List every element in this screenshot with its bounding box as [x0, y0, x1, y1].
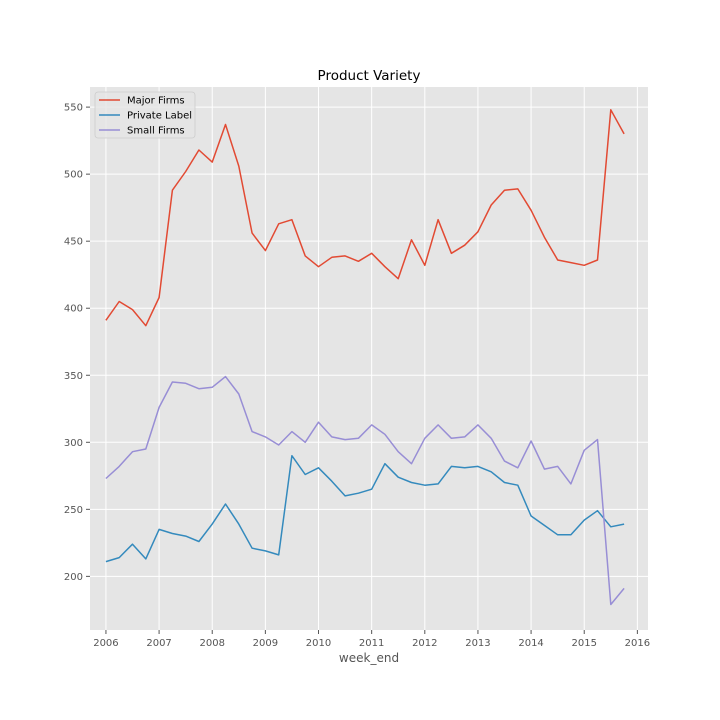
plot-area	[90, 87, 648, 630]
y-tick-label: 500	[64, 170, 83, 181]
series-lines	[105, 109, 625, 606]
x-tick-label: 2010	[306, 638, 331, 649]
y-axis-ticks: 200 250 300 350 400 450 500 550	[64, 103, 90, 583]
series-line-small-firms	[105, 375, 625, 606]
y-tick-label: 450	[64, 237, 83, 248]
x-axis-ticks: 2006 2007 2008 2009 2010 2011 2012 2013 2014 2015…	[93, 630, 650, 649]
x-tick-label: 2016	[625, 638, 650, 649]
series-line-private-label	[105, 454, 625, 563]
y-tick-label: 200	[64, 572, 83, 583]
legend-label-private-label: Private Label	[127, 111, 192, 122]
y-tick-label: 250	[64, 505, 83, 516]
series-line-major-firms	[105, 109, 625, 327]
x-tick-label: 2012	[412, 638, 437, 649]
y-tick-label: 550	[64, 103, 83, 114]
grid-lines	[90, 87, 648, 630]
chart-title: Product Variety	[318, 68, 421, 84]
x-axis-label: week_end	[339, 651, 399, 665]
x-tick-label: 2015	[572, 638, 597, 649]
x-tick-label: 2008	[200, 638, 225, 649]
y-tick-label: 350	[64, 371, 83, 382]
legend: Major Firms Private Label Small Firms	[94, 91, 196, 139]
x-tick-label: 2007	[146, 638, 171, 649]
x-tick-label: 2009	[253, 638, 278, 649]
x-tick-label: 2011	[359, 638, 384, 649]
legend-label-small-firms: Small Firms	[127, 126, 185, 137]
x-tick-label: 2006	[93, 638, 118, 649]
y-tick-label: 400	[64, 304, 83, 315]
y-tick-label: 300	[64, 438, 83, 449]
legend-label-major-firms: Major Firms	[127, 96, 185, 107]
x-tick-label: 2014	[518, 638, 543, 649]
legend-box	[94, 91, 196, 139]
x-tick-label: 2013	[465, 638, 490, 649]
